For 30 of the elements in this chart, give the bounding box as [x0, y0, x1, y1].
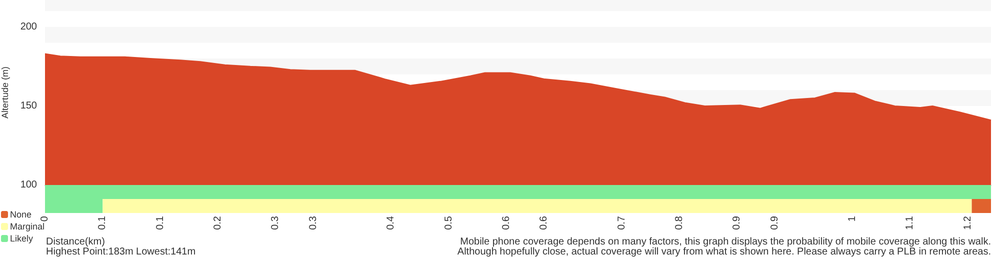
x-tick-label: 0.6 [538, 216, 550, 230]
x-tick-label: 0 [40, 216, 50, 222]
legend-label: None [10, 210, 32, 220]
x-tick-label: 0.6 [500, 216, 512, 230]
x-tick-label: 0.9 [769, 216, 780, 230]
x-axis-title: Distance(km) [46, 236, 105, 248]
x-tick-label: 0.4 [386, 216, 397, 230]
x-tick-label: 0.1 [97, 216, 108, 230]
x-tick-label: 0.8 [674, 216, 686, 230]
text: Highest Point:183m Lowest:141m [46, 246, 196, 258]
y-tick-label: 200 [20, 21, 38, 32]
y-tick-label: 100 [20, 180, 38, 190]
x-tick-label: 0.5 [443, 216, 454, 230]
x-tick-label: 0.3 [308, 216, 319, 230]
x-tick-label: 0.3 [270, 216, 282, 230]
x-tick-label: 0.1 [154, 216, 166, 230]
x-tick-label: 0.9 [732, 216, 743, 230]
x-tick-label: 0.7 [616, 216, 628, 230]
bar [102, 199, 972, 213]
legend-label: Marginal [10, 222, 45, 232]
text: Although hopefully close, actual coverage will vary from what is shown here. Please always carry a PLB in remote areas. [457, 246, 991, 258]
bar [972, 199, 991, 213]
y-tick-label: 150 [20, 100, 38, 112]
x-tick-label: 1.1 [904, 216, 916, 230]
text: Mobile phone coverage depends on many factors, this graph displays the probability of mobile coverage along this walk. [460, 236, 991, 248]
x-tick-label: 1 [847, 216, 858, 222]
x-tick-label: 0.2 [212, 216, 224, 230]
y-axis-title: Altertude (m) [0, 66, 10, 119]
x-tick-label: 1.2 [962, 216, 974, 230]
legend-label: Likely [10, 234, 34, 244]
